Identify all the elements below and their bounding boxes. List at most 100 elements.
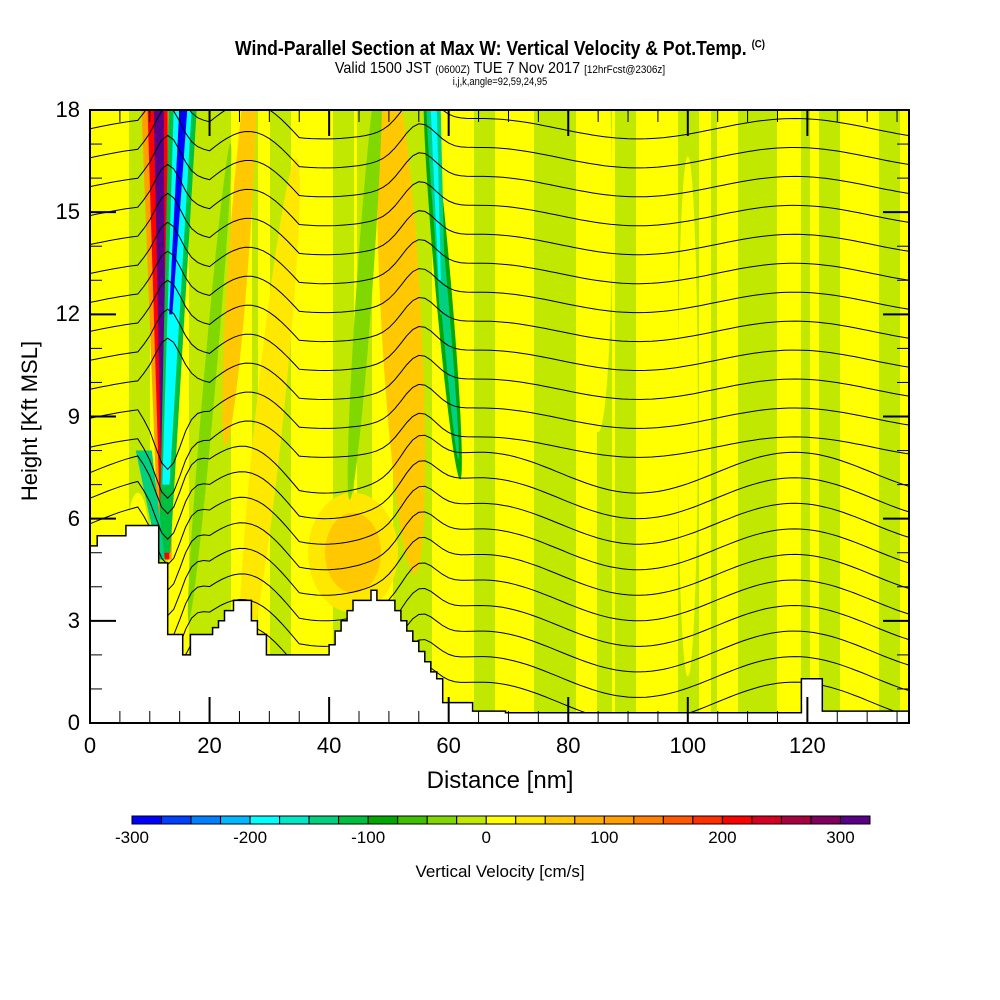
field-band (234, 110, 237, 723)
chart-indices: i,j,k,angle=92,59,24,95 (452, 76, 548, 88)
chart-title: Wind-Parallel Section at Max W: Vertical… (234, 38, 766, 60)
field-band (573, 110, 576, 723)
field-band (525, 110, 528, 723)
theta-contour (90, 20, 909, 81)
colorbar-bin (249, 815, 281, 825)
field-band (324, 110, 327, 723)
colorbar-bin (190, 815, 222, 825)
field-band (501, 110, 504, 723)
field-band (612, 110, 615, 723)
theta-contour (90, 134, 909, 198)
field-band (825, 110, 828, 723)
field-band (144, 110, 147, 723)
field-band (468, 110, 471, 723)
field-band (459, 110, 462, 723)
field-band (189, 110, 192, 723)
field-band (720, 110, 723, 723)
field-band (567, 110, 570, 723)
field-band (711, 110, 714, 723)
field-band (603, 110, 606, 723)
field-band (372, 110, 375, 723)
field-band (519, 110, 522, 723)
theta-contour (309, 110, 654, 111)
y-tick-label: 12 (55, 301, 80, 327)
field-band (489, 110, 492, 723)
field-band (327, 110, 330, 723)
colorbar-bin (721, 815, 753, 825)
field-band (432, 110, 435, 723)
field-band (849, 110, 852, 723)
field-band (813, 110, 816, 723)
x-tick-label: 40 (316, 733, 342, 758)
field-band (507, 110, 510, 723)
field-band (585, 110, 588, 723)
field-band (192, 110, 195, 723)
field-band (219, 110, 222, 723)
field-band (873, 110, 876, 723)
y-tick-label: 3 (67, 607, 80, 633)
field-band (570, 110, 573, 723)
field-band (237, 110, 240, 723)
field-band (672, 110, 675, 723)
field-band (510, 110, 513, 723)
colorbar-bin (603, 815, 635, 825)
field-band (741, 110, 744, 723)
field-band (480, 110, 483, 723)
field-band (588, 110, 591, 723)
field-band (795, 110, 798, 723)
field-band (495, 110, 498, 723)
velocity-field (90, 110, 909, 723)
field-band (726, 110, 729, 723)
field-band (198, 110, 201, 723)
field-band (252, 110, 255, 723)
field-band (750, 110, 753, 723)
field-band (819, 110, 822, 723)
field-band (297, 110, 300, 723)
field-band (516, 110, 519, 723)
y-tick-label: 9 (67, 403, 80, 429)
y-axis-title: Height [Kft MSL] (17, 340, 42, 502)
x-tick-label: 80 (555, 733, 581, 758)
updraft-band (238, 157, 300, 676)
field-band (486, 110, 489, 723)
field-band (366, 110, 369, 723)
field-band (534, 110, 537, 723)
field-band (471, 110, 474, 723)
colorbar-bin (485, 815, 517, 825)
chart-subtitle: Valid 1500 JST (0600Z) TUE 7 Nov 2017 [1… (334, 60, 666, 77)
x-tick-label: 0 (83, 733, 97, 758)
colorbar-bin (574, 815, 605, 825)
field-band (834, 110, 837, 723)
field-band (648, 110, 651, 723)
field-band (621, 110, 624, 723)
y-tick-label: 15 (55, 199, 80, 225)
colorbar-tick-label: -100 (351, 828, 386, 847)
field-band (291, 110, 294, 723)
field-band (465, 110, 468, 723)
field-band (216, 110, 219, 723)
field-band (792, 110, 795, 723)
colorbar-bin (780, 815, 812, 825)
field-band (474, 110, 477, 723)
field-band (150, 110, 153, 723)
colorbar-bin (662, 815, 694, 825)
y-tick-label: 0 (67, 710, 80, 735)
field-band (657, 110, 660, 723)
field-band (522, 110, 525, 723)
field-band (852, 110, 855, 723)
field-band (633, 110, 636, 723)
field-band (867, 110, 870, 723)
field-band (444, 110, 447, 723)
theta-contour (90, 460, 909, 540)
field-band (591, 110, 594, 723)
theta-contour (90, 485, 909, 566)
y-tick-label: 18 (55, 97, 80, 122)
field-band (762, 110, 765, 723)
field-band (345, 110, 348, 723)
field-band (438, 110, 441, 723)
colorbar-bin (633, 815, 664, 825)
updraft-band (584, 110, 613, 433)
colorbar-bin (131, 815, 163, 825)
field-band (435, 110, 438, 723)
